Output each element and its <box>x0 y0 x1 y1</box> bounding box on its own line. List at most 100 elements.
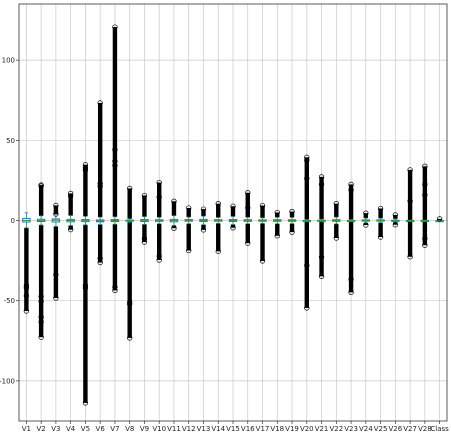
x-tick-label: V1 <box>22 425 31 432</box>
x-tick-label: Class <box>430 425 449 432</box>
outlier-point <box>348 276 354 283</box>
outlier-point <box>82 400 89 406</box>
outlier-point <box>422 192 428 198</box>
outlier-point <box>333 235 339 241</box>
outlier-point <box>289 208 295 215</box>
outlier-point <box>53 271 59 278</box>
box-V8 <box>125 185 134 341</box>
x-tick-label: V8 <box>125 425 134 432</box>
outlier-band <box>407 220 413 257</box>
outlier-point <box>392 212 398 218</box>
outlier-point <box>82 167 89 173</box>
outlier-band <box>289 211 295 218</box>
box-V10 <box>155 179 164 263</box>
outlier-band <box>68 193 73 216</box>
x-tick-label: V10 <box>152 425 166 432</box>
outlier-point <box>97 183 103 189</box>
outlier-point <box>318 254 325 260</box>
outlier-point <box>112 24 118 30</box>
x-tick-label: V26 <box>388 425 402 432</box>
x-tick-label: V25 <box>374 425 388 432</box>
outlier-point <box>38 334 44 340</box>
outlier-point <box>422 163 428 169</box>
outlier-point <box>230 203 236 209</box>
outlier-point <box>377 205 384 212</box>
outlier-point <box>82 285 89 291</box>
outlier-point <box>348 187 354 193</box>
outlier-band <box>127 188 132 219</box>
outlier-band <box>437 218 442 221</box>
box-V5 <box>81 162 90 406</box>
outlier-band <box>334 203 339 218</box>
outlier-point <box>38 293 44 300</box>
outlier-point <box>422 242 428 248</box>
y-tick-label: -100 <box>0 377 15 385</box>
x-tick-label: V19 <box>285 425 299 432</box>
outlier-band <box>83 164 88 217</box>
x-tick-label: V9 <box>140 425 149 432</box>
outlier-band <box>142 195 147 217</box>
outlier-point <box>68 190 74 197</box>
x-tick-label: V27 <box>403 425 417 432</box>
outlier-point <box>112 287 118 294</box>
outlier-point <box>53 211 59 217</box>
outlier-point <box>363 210 369 216</box>
outlier-band <box>378 208 383 219</box>
outlier-band <box>53 226 59 298</box>
outlier-band <box>38 225 44 338</box>
outlier-band <box>157 223 162 260</box>
outlier-band <box>230 224 236 228</box>
outlier-point <box>141 235 148 242</box>
outlier-point <box>333 201 339 207</box>
outlier-band <box>348 221 354 293</box>
box-V26 <box>391 212 400 228</box>
outlier-point <box>407 167 413 173</box>
box-V14 <box>214 201 223 254</box>
y-axis: -100 -50 0 50 100 <box>0 57 19 385</box>
box-V23 <box>346 181 356 296</box>
outlier-band <box>171 225 177 229</box>
outlier-band <box>83 224 88 403</box>
outlier-band <box>157 182 162 218</box>
x-tick-label: V21 <box>315 425 329 432</box>
outlier-point <box>38 314 44 320</box>
outlier-point <box>82 165 89 171</box>
outlier-point <box>38 319 44 325</box>
outlier-point <box>363 222 369 228</box>
outlier-point <box>141 192 148 199</box>
box-V11 <box>169 198 179 231</box>
x-tick-label: V5 <box>81 425 90 432</box>
box-V6 <box>95 100 105 266</box>
outlier-point <box>274 209 280 216</box>
box-V24 <box>361 210 371 228</box>
outlier-point <box>171 225 177 231</box>
outlier-point <box>215 201 221 207</box>
outlier-band <box>201 209 206 217</box>
outlier-point <box>23 308 30 314</box>
outlier-point <box>304 262 310 269</box>
outlier-band <box>112 27 118 217</box>
outlier-point <box>82 282 89 288</box>
boxes-layer <box>22 24 444 406</box>
outlier-band <box>275 223 280 236</box>
outlier-point <box>186 247 192 254</box>
outlier-point <box>23 293 30 299</box>
outlier-point <box>422 235 428 242</box>
outlier-point <box>348 289 354 296</box>
x-tick-label: V16 <box>241 425 255 432</box>
outlier-band <box>127 222 132 338</box>
outlier-band <box>422 166 428 221</box>
outlier-band <box>38 185 44 216</box>
y-tick-label: 100 <box>2 57 15 65</box>
outlier-point <box>112 162 118 169</box>
outlier-point <box>245 240 251 246</box>
x-tick-label: V3 <box>51 425 60 432</box>
outlier-point <box>38 183 44 189</box>
outlier-point <box>318 174 325 180</box>
outlier-point <box>156 179 162 186</box>
box-V16 <box>243 190 252 246</box>
box-V9 <box>140 192 149 245</box>
outlier-point <box>245 190 251 196</box>
outlier-band <box>186 223 191 251</box>
